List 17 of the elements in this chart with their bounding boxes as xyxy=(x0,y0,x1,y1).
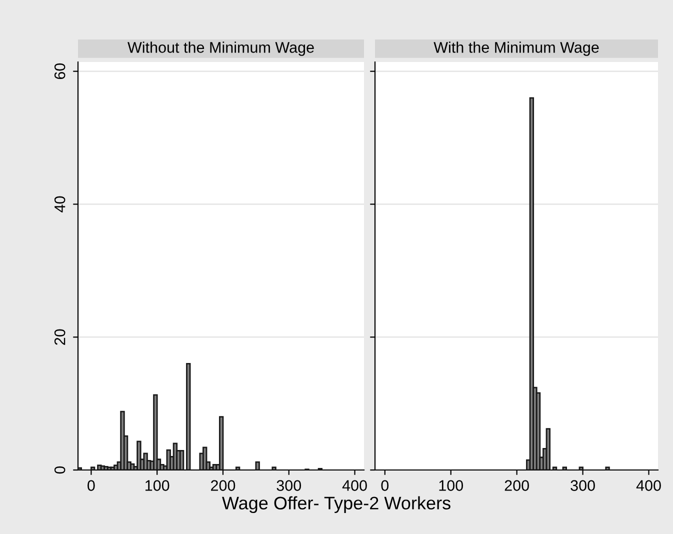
x-axis-title: Wage Offer- Type-2 Workers xyxy=(222,496,450,514)
x-tick-label: 400 xyxy=(636,480,661,491)
y-tick-label: 0 xyxy=(54,466,66,474)
x-tick-label: 100 xyxy=(439,480,464,491)
chart-title: Without the Minimum Wage xyxy=(128,42,314,56)
x-tick-label: 100 xyxy=(146,480,170,491)
y-tick-label: 40 xyxy=(54,196,66,212)
x-tick-label: 200 xyxy=(504,480,529,491)
x-tick-label: 400 xyxy=(342,480,367,491)
x-tick-label: 200 xyxy=(211,480,236,491)
chart-title: With the Minimum Wage xyxy=(434,42,599,56)
x-tick-label: 0 xyxy=(88,480,95,491)
x-tick-label: 0 xyxy=(381,480,389,491)
y-tick-label: 60 xyxy=(54,63,66,80)
x-tick-label: 300 xyxy=(570,480,595,491)
x-tick-label: 300 xyxy=(276,480,302,491)
y-tick-label: 20 xyxy=(54,329,66,345)
